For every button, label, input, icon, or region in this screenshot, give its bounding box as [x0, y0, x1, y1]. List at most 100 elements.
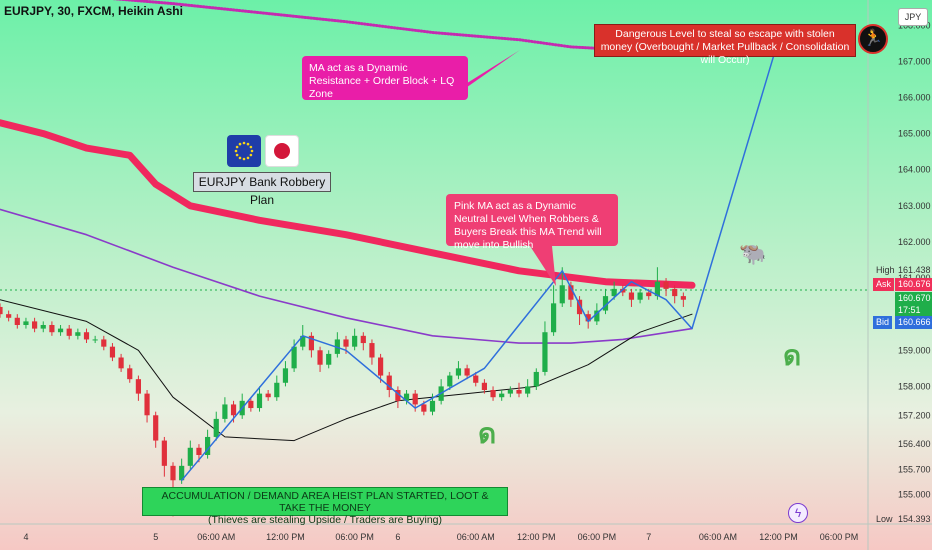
candle-body — [265, 393, 271, 398]
y-tick-label: 155.000 — [898, 490, 931, 500]
candle-body — [109, 346, 116, 358]
candle-body — [118, 357, 124, 369]
pink-ma-line — [0, 119, 696, 289]
y-tick-label: 158.000 — [898, 381, 931, 391]
candle-body — [602, 296, 609, 311]
y-tick-label: 164.000 — [898, 165, 931, 175]
low-value: 154.393 — [898, 514, 931, 524]
y-tick-label: 162.000 — [898, 237, 931, 247]
ask-label: Ask — [873, 278, 895, 291]
last-price: 160.670 — [895, 292, 932, 305]
candle-body — [473, 375, 479, 383]
candle-body — [274, 382, 280, 398]
purple-ma-line — [0, 208, 693, 344]
high-value: 161.438 — [898, 265, 931, 275]
accumulation-note: ACCUMULATION / DEMAND AREA HEIST PLAN ST… — [142, 487, 508, 526]
candle-body — [576, 299, 583, 315]
lightning-icon[interactable]: ϟ — [788, 503, 808, 523]
candle-body — [83, 332, 90, 340]
candle-body — [187, 447, 193, 466]
swirl-icon: ด — [478, 418, 497, 449]
candle-body — [507, 390, 513, 394]
x-tick-label: 06:00 AM — [457, 532, 495, 542]
candle-body — [92, 339, 98, 341]
low-label: Low — [876, 514, 893, 524]
pink-ma-note: Pink MA act as a Dynamic Neutral Level W… — [446, 194, 618, 251]
y-tick-label: 157.200 — [898, 410, 931, 420]
escape-runner-icon: 🏃 — [858, 24, 888, 54]
candle-body — [585, 314, 591, 322]
candle-body — [308, 335, 314, 351]
candle-body — [300, 335, 306, 347]
candle-body — [455, 368, 462, 376]
candle-body — [516, 390, 522, 394]
candle-body — [525, 386, 531, 394]
bar-countdown: 17:51 — [895, 304, 932, 317]
candle-body — [179, 465, 185, 481]
x-tick-label: 06:00 AM — [699, 532, 737, 542]
y-tick-label: 155.700 — [898, 464, 931, 474]
candle-body — [672, 288, 678, 297]
candle-body — [360, 335, 366, 344]
x-tick-label: 06:00 PM — [335, 532, 374, 542]
currency-button[interactable]: JPY — [898, 8, 928, 26]
x-tick-label: 7 — [646, 532, 651, 542]
candle-body — [282, 368, 289, 383]
ma-resistance-note: MA act as a Dynamic Resistance + Order B… — [302, 56, 468, 100]
candle-body — [533, 371, 539, 387]
bull-icon: 🐃 — [739, 241, 767, 266]
candle-body — [369, 343, 375, 358]
chart-title: EURJPY, 30, FXCM, Heikin Ashi — [4, 4, 183, 18]
danger-level-note: Dangerous Level to steal so escape with … — [594, 24, 856, 66]
candle-body — [611, 288, 617, 297]
y-tick-label: 166.000 — [898, 93, 931, 103]
y-tick-label: 156.400 — [898, 439, 931, 449]
candle-body — [646, 292, 652, 297]
candle-body — [127, 368, 133, 380]
candle-body — [403, 393, 410, 401]
candle-body — [499, 393, 505, 398]
x-tick-label: 6 — [395, 532, 400, 542]
candle-body — [352, 335, 358, 347]
pink-note-pointer — [530, 246, 556, 286]
candle-body — [144, 393, 150, 416]
y-tick-label: 167.000 — [898, 56, 931, 66]
candle-body — [153, 415, 159, 441]
accumulation-title: ACCUMULATION / DEMAND AREA HEIST PLAN ST… — [161, 490, 489, 514]
candle-body — [654, 281, 660, 297]
candle-body — [680, 296, 686, 300]
candle-body — [620, 288, 626, 293]
candle-body — [637, 292, 643, 300]
y-tick-label: 163.000 — [898, 201, 931, 211]
candle-body — [481, 382, 487, 390]
x-tick-label: 06:00 AM — [197, 532, 235, 542]
y-tick-label: 165.000 — [898, 129, 931, 139]
candle-body — [32, 321, 38, 329]
candle-body — [49, 325, 55, 333]
candle-body — [6, 314, 12, 318]
candle-body — [551, 303, 557, 333]
bid-value: 160.666 — [895, 316, 932, 329]
candle-body — [66, 328, 72, 336]
x-tick-label: 06:00 PM — [578, 532, 617, 542]
candle-body — [663, 281, 669, 289]
plan-label: EURJPY Bank Robbery Plan — [193, 172, 331, 207]
candle-body — [222, 404, 228, 419]
candle-body — [429, 400, 436, 412]
high-label: High — [876, 265, 895, 275]
candle-body — [386, 375, 392, 390]
candle-body — [594, 310, 600, 322]
x-tick-label: 12:00 PM — [266, 532, 305, 542]
candle-body — [248, 400, 254, 409]
candle-body — [161, 440, 167, 466]
candle-body — [343, 339, 349, 347]
candle-body — [395, 390, 401, 401]
candle-body — [75, 332, 81, 336]
candle-body — [205, 436, 211, 455]
candle-body — [101, 339, 107, 347]
accumulation-subtitle: (Thieves are stealing Upside / Traders a… — [207, 514, 443, 526]
y-tick-label: 159.000 — [898, 345, 931, 355]
candle-body — [170, 465, 176, 481]
